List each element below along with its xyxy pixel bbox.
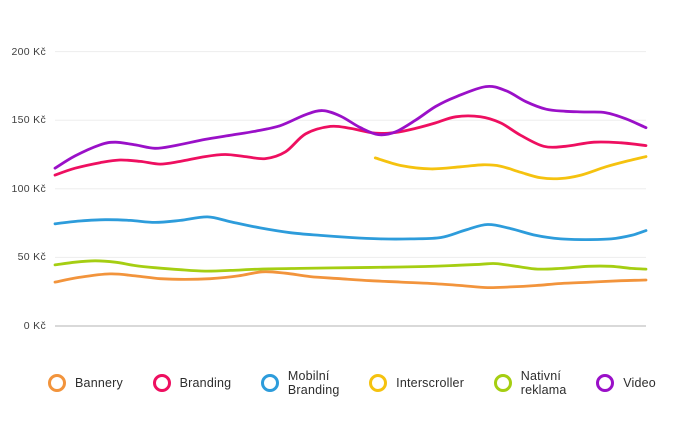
legend-ring-icon-nativn-reklama	[493, 374, 512, 392]
legend-ring-icon-mobiln-branding	[260, 374, 279, 392]
legend-label-branding: Branding	[179, 376, 232, 390]
series-line-branding[interactable]	[53, 114, 648, 177]
chart-legend: Bannery Branding Mobilní Branding Interscrol…	[48, 364, 656, 402]
y-tick-label-150: 150 Kč	[11, 114, 46, 127]
legend-label-nativn-reklama: Nativní reklama	[520, 369, 567, 397]
y-tick-label-100: 100 Kč	[11, 182, 46, 195]
y-tick-label-0: 0 Kč	[23, 320, 46, 332]
legend-ring-icon-interscroller	[369, 374, 388, 392]
series-line-mobiln-branding[interactable]	[53, 215, 648, 241]
legend-item-mobiln-branding[interactable]: Mobilní Branding	[260, 369, 340, 397]
series-line-video[interactable]	[53, 84, 648, 170]
legend-label-video: Video	[623, 376, 656, 390]
legend-label-bannery: Bannery	[75, 376, 123, 390]
legend-label-mobiln-branding: Mobilní Branding	[287, 369, 340, 397]
chart-canvas[interactable]	[0, 0, 700, 350]
legend-item-bannery[interactable]: Bannery	[48, 374, 123, 392]
legend-item-nativn-reklama[interactable]: Nativní reklama	[493, 369, 567, 397]
legend-label-interscroller: Interscroller	[396, 376, 465, 390]
series-line-bannery[interactable]	[53, 270, 648, 290]
legend-item-branding[interactable]: Branding	[152, 374, 232, 392]
series-line-interscroller[interactable]	[373, 155, 648, 181]
legend-item-interscroller[interactable]: Interscroller	[369, 374, 464, 392]
y-tick-label-50: 50 Kč	[17, 251, 46, 264]
legend-ring-icon-branding	[152, 374, 171, 392]
y-tick-label-200: 200 Kč	[11, 45, 46, 58]
series-line-nativn-reklama[interactable]	[53, 259, 648, 273]
legend-ring-icon-video	[596, 374, 615, 392]
legend-item-video[interactable]: Video	[596, 374, 656, 392]
legend-ring-icon-bannery	[48, 374, 66, 392]
